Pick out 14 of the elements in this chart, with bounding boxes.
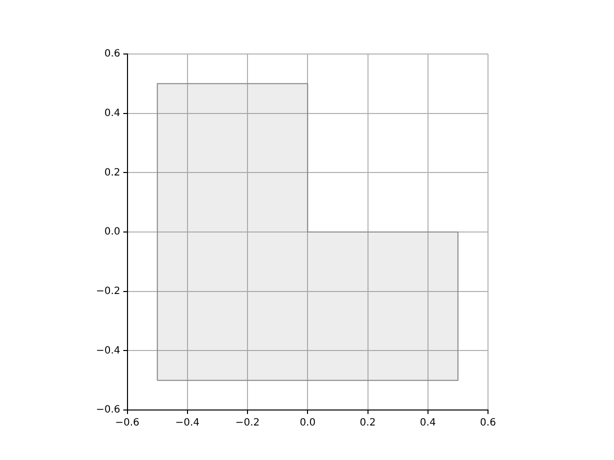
x-tick-label: 0.6 [480,418,496,429]
y-tick-label: 0.0 [104,226,120,238]
x-tick-label: −0.6 [115,418,140,429]
y-tick-label: −0.6 [96,404,120,416]
y-tick-label: 0.2 [104,167,120,178]
x-tick-label: 0.4 [420,418,436,429]
y-tick-label: 0.4 [104,108,120,119]
y-tick-label: −0.4 [96,345,120,356]
x-tick-label: −0.2 [235,418,260,429]
y-tick-label: 0.6 [104,48,120,60]
y-tick-label: −0.2 [96,286,120,297]
x-tick-label: −0.4 [175,418,200,429]
x-tick-label: 0.2 [360,418,376,429]
x-tick-label: 0.0 [300,418,316,429]
